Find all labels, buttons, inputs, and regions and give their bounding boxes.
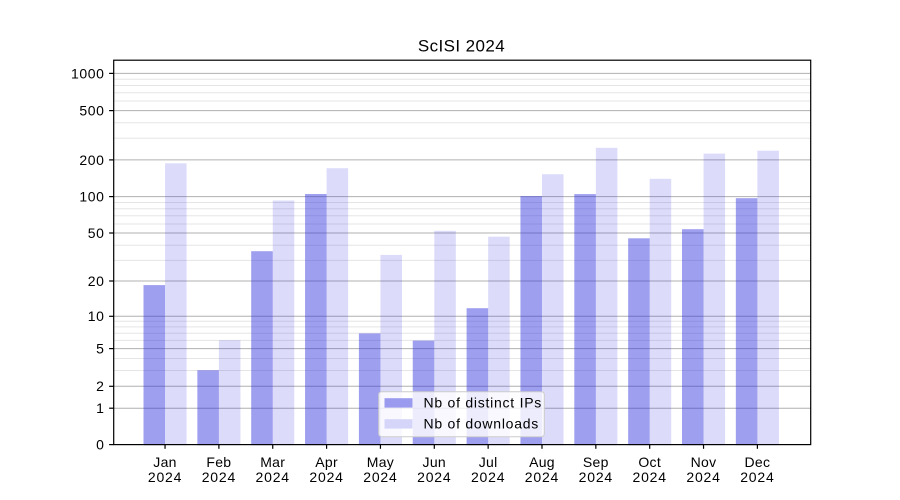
svg-text:2024: 2024 xyxy=(256,469,290,485)
svg-text:2024: 2024 xyxy=(525,469,559,485)
svg-text:Nb of downloads: Nb of downloads xyxy=(424,416,540,432)
svg-text:Jan: Jan xyxy=(153,454,176,470)
svg-text:5: 5 xyxy=(96,341,104,357)
svg-text:2: 2 xyxy=(96,378,104,394)
svg-text:2024: 2024 xyxy=(417,469,451,485)
svg-text:Sep: Sep xyxy=(583,454,609,470)
svg-text:100: 100 xyxy=(79,189,104,205)
svg-text:50: 50 xyxy=(88,225,105,241)
svg-text:Mar: Mar xyxy=(260,454,285,470)
svg-text:2024: 2024 xyxy=(202,469,236,485)
svg-text:Dec: Dec xyxy=(744,454,770,470)
svg-text:2024: 2024 xyxy=(148,469,182,485)
svg-text:Feb: Feb xyxy=(206,454,231,470)
svg-text:2024: 2024 xyxy=(686,469,720,485)
svg-text:2024: 2024 xyxy=(309,469,343,485)
svg-text:Oct: Oct xyxy=(638,454,661,470)
svg-text:1: 1 xyxy=(96,400,104,416)
svg-text:20: 20 xyxy=(88,273,105,289)
svg-text:200: 200 xyxy=(79,152,104,168)
svg-text:Jul: Jul xyxy=(479,454,498,470)
svg-text:2024: 2024 xyxy=(633,469,667,485)
svg-text:10: 10 xyxy=(88,308,105,324)
svg-text:2024: 2024 xyxy=(363,469,397,485)
svg-text:May: May xyxy=(367,454,394,470)
svg-text:2024: 2024 xyxy=(579,469,613,485)
svg-text:1000: 1000 xyxy=(71,65,105,81)
svg-text:500: 500 xyxy=(79,103,104,119)
svg-text:ScISI 2024: ScISI 2024 xyxy=(418,36,505,55)
svg-text:0: 0 xyxy=(96,437,104,453)
svg-text:Apr: Apr xyxy=(315,454,338,470)
svg-text:2024: 2024 xyxy=(740,469,774,485)
svg-text:2024: 2024 xyxy=(471,469,505,485)
svg-text:Nb of distinct IPs: Nb of distinct IPs xyxy=(424,395,543,411)
svg-text:Jun: Jun xyxy=(423,454,446,470)
svg-text:Aug: Aug xyxy=(529,454,555,470)
svg-text:Nov: Nov xyxy=(691,454,717,470)
